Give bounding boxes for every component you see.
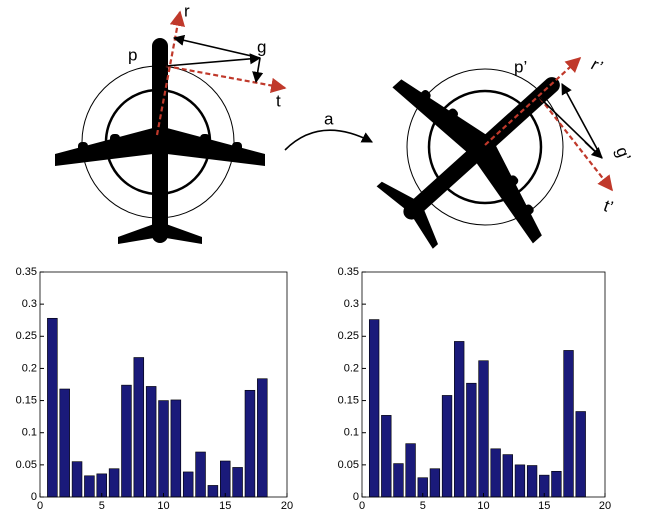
y-tick-label: 0.25	[16, 330, 37, 342]
label-t: t	[276, 91, 281, 110]
bar	[208, 485, 218, 497]
x-tick-label: 20	[281, 500, 293, 512]
y-tick-label: 0.2	[22, 362, 37, 374]
airplane	[334, 2, 628, 296]
bar	[576, 412, 586, 498]
label-r: r	[184, 1, 190, 20]
bar	[171, 400, 181, 497]
figure: p r g t a p’ r’ g’ t’ 00.050.10.150.20.2…	[0, 0, 660, 513]
y-tick-label: 0.05	[338, 459, 359, 471]
x-tick-label: 10	[157, 500, 169, 512]
bar	[552, 471, 562, 497]
x-tick-label: 0	[359, 500, 365, 512]
x-tick-label: 15	[219, 500, 231, 512]
y-tick-label: 0.15	[338, 394, 359, 406]
bar	[466, 383, 476, 497]
bar	[430, 469, 440, 497]
bar	[183, 472, 193, 497]
left-plane	[55, 12, 285, 244]
bar	[394, 464, 404, 497]
bar	[515, 465, 525, 497]
label-g: g	[257, 37, 266, 56]
x-tick-label: 20	[599, 500, 611, 512]
t-vector	[166, 66, 285, 88]
t-vector	[540, 98, 612, 190]
label-p: p	[128, 45, 137, 64]
bar	[503, 455, 513, 497]
rotation-arrow	[285, 130, 372, 150]
g-t	[256, 58, 260, 82]
bar	[491, 449, 501, 497]
bar	[134, 358, 144, 498]
bar	[60, 389, 70, 497]
bar	[84, 476, 94, 497]
bar	[381, 415, 391, 497]
bar	[406, 444, 416, 497]
bar	[454, 341, 464, 497]
x-tick-label: 5	[99, 500, 105, 512]
label-t-prime: t’	[601, 196, 615, 217]
bar	[257, 379, 267, 497]
y-tick-label: 0.3	[344, 298, 359, 310]
bar	[72, 462, 82, 497]
bar	[109, 469, 119, 497]
label-p-prime: p’	[514, 57, 527, 76]
bar	[442, 395, 452, 497]
x-tick-label: 0	[37, 500, 43, 512]
y-tick-label: 0.1	[22, 427, 37, 439]
bar	[564, 350, 574, 497]
bar	[122, 385, 132, 497]
y-tick-label: 0.2	[344, 362, 359, 374]
bar	[196, 452, 206, 497]
g-vector	[166, 58, 260, 66]
bar	[159, 401, 169, 497]
y-tick-label: 0.35	[338, 266, 359, 278]
y-tick-label: 0.35	[16, 266, 37, 278]
label-g-prime: g’	[612, 144, 634, 163]
x-tick-label: 15	[538, 500, 550, 512]
bar	[47, 318, 57, 497]
bar	[146, 386, 156, 497]
label-r-prime: r’	[588, 55, 606, 76]
bar	[369, 320, 379, 497]
y-tick-label: 0.3	[22, 298, 37, 310]
bar	[527, 466, 537, 498]
y-tick-label: 0.05	[16, 459, 37, 471]
y-tick-label: 0.1	[344, 427, 359, 439]
bar	[233, 467, 243, 497]
right-plane	[334, 2, 628, 296]
g-t	[585, 142, 602, 158]
x-tick-label: 10	[477, 500, 489, 512]
g-r	[174, 38, 260, 58]
y-tick-label: 0.25	[338, 330, 359, 342]
bar	[220, 461, 230, 497]
y-tick-label: 0.15	[16, 394, 37, 406]
label-a: a	[324, 109, 334, 128]
x-tick-label: 5	[420, 500, 426, 512]
g-r	[562, 84, 602, 158]
bar	[245, 390, 255, 497]
bar	[479, 361, 489, 497]
